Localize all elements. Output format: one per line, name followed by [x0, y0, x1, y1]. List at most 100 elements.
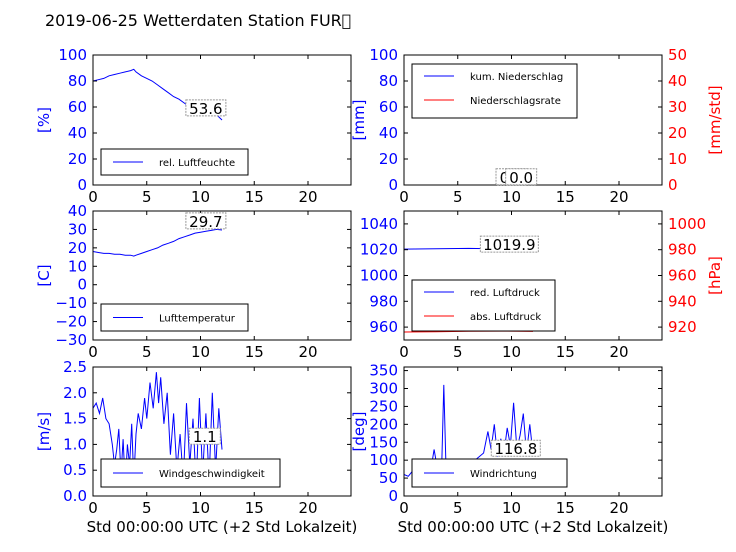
legend-label: kum. Niederschlag — [470, 72, 563, 83]
y-tick-label: 40 — [68, 124, 87, 142]
y-tick-label: 100 — [369, 46, 398, 64]
y-tick-label: −20 — [55, 313, 87, 331]
y-tick-label: 100 — [369, 451, 398, 469]
annotation-box — [185, 99, 227, 117]
annotation-box — [185, 212, 227, 230]
y-tick-label-right: 0 — [668, 176, 678, 194]
x-tick-label: 5 — [453, 188, 463, 206]
x-axis-label-left: Std 00:00:00 UTC (+2 Std Lokalzeit) — [87, 518, 358, 536]
x-tick-label: 5 — [453, 499, 463, 517]
x-tick-label: 10 — [191, 343, 210, 361]
annotation-label: 29.7 — [189, 213, 222, 231]
y-tick-label: 1.0 — [63, 435, 87, 453]
y-tick-label-right: 20 — [668, 124, 687, 142]
y-tick-label: 960 — [369, 318, 398, 336]
x-tick-label: 0 — [399, 343, 409, 361]
y-tick-label: 1000 — [360, 267, 398, 285]
x-tick-label: 15 — [245, 499, 264, 517]
x-tick-label: 5 — [142, 188, 152, 206]
y-tick-label: 20 — [68, 150, 87, 168]
annotation-box — [490, 439, 541, 457]
y-tick-label: 0 — [388, 487, 398, 505]
y-tick-label: 250 — [369, 397, 398, 415]
x-tick-label: 5 — [142, 499, 152, 517]
x-tick-label: 0 — [88, 343, 98, 361]
axes-frame — [403, 366, 663, 497]
y-tick-label-right: 920 — [668, 318, 697, 336]
subplot-4: 0 5 10 15 20 960 980 1000 1020 1040 920 940 960 980 10… — [360, 210, 724, 361]
x-tick-label: 10 — [502, 343, 521, 361]
subplot-5: 0 5 10 15 20 0.0 0.5 1.0 1.5 2.0 2.5 [m/s] 1.1 Windge… — [35, 358, 352, 517]
x-tick-label: 20 — [298, 188, 317, 206]
x-tick-label: 10 — [502, 188, 521, 206]
x-tick-label: 20 — [609, 188, 628, 206]
y-tick-label: 150 — [369, 433, 398, 451]
legend-label: abs. Luftdruck — [470, 312, 541, 323]
y-axis-label: [%] — [35, 107, 53, 133]
annotation-label: 116.8 — [494, 440, 537, 458]
x-tick-label: 20 — [298, 343, 317, 361]
x-tick-label: 10 — [191, 499, 210, 517]
legend-box — [411, 63, 578, 119]
y-tick-label-right: 960 — [668, 267, 697, 285]
x-tick-label: 0 — [88, 188, 98, 206]
legend-box — [100, 148, 249, 176]
x-tick-label: 10 — [191, 188, 210, 206]
y-tick-label: 20 — [379, 150, 398, 168]
y-tick-label: 1.5 — [63, 410, 87, 428]
annotation-label: 0.0 — [509, 169, 533, 187]
y-tick-label: 0 — [77, 176, 87, 194]
axes-frame — [92, 366, 352, 497]
series-line-3-1 — [92, 228, 223, 257]
y-tick-label: 1040 — [360, 215, 398, 233]
y-tick-label: 60 — [68, 98, 87, 116]
y-tick-label-right: 30 — [668, 98, 687, 116]
axes-frame — [92, 210, 352, 341]
y-tick-label: 980 — [369, 292, 398, 310]
legend-label: Niederschlagsrate — [470, 96, 561, 107]
annotation-label: 53.6 — [189, 100, 222, 118]
y-tick-label: 200 — [369, 415, 398, 433]
y-axis-label: [deg] — [350, 412, 368, 452]
y-tick-label: −10 — [55, 294, 87, 312]
x-tick-label: 0 — [88, 499, 98, 517]
x-axis-label-right: Std 00:00:00 UTC (+2 Std Lokalzeit) — [398, 518, 669, 536]
x-tick-label: 20 — [609, 343, 628, 361]
y-tick-label: 2.0 — [63, 384, 87, 402]
legend-label: Windgeschwindigkeit — [159, 469, 265, 480]
y-tick-label: 20 — [68, 239, 87, 257]
x-tick-label: 20 — [298, 499, 317, 517]
x-tick-label: 5 — [453, 343, 463, 361]
x-tick-label: 10 — [502, 499, 521, 517]
chart-title: 2019-06-25 Wetterdaten Station FUR  — [45, 11, 351, 30]
annotation-label: 1019.9 — [483, 236, 536, 254]
y-tick-label-right: 10 — [668, 150, 687, 168]
annotation-label: 1.1 — [193, 428, 217, 446]
y-tick-label-right: 940 — [668, 292, 697, 310]
y-tick-label: 0.0 — [63, 487, 87, 505]
annotation-box — [505, 168, 538, 186]
legend-label: Windrichtung — [470, 469, 537, 480]
subplot-1: 0 5 10 15 20 0 20 40 60 80 100 [%] 53.6 rel. Luftfeuc… — [35, 46, 352, 206]
x-tick-label: 15 — [556, 499, 575, 517]
axes-frame — [92, 54, 352, 186]
y-tick-label: 0 — [388, 176, 398, 194]
legend-label: rel. Luftfeuchte — [159, 158, 235, 169]
y-tick-label: 300 — [369, 380, 398, 398]
y-tick-label: 60 — [379, 98, 398, 116]
legend-label: red. Luftdruck — [470, 288, 540, 299]
y-tick-label: 10 — [68, 257, 87, 275]
x-tick-label: 0 — [399, 188, 409, 206]
y-axis-label-right: [hPa] — [706, 256, 724, 295]
y-tick-label-right: 1000 — [668, 215, 706, 233]
y-tick-label: 30 — [68, 220, 87, 238]
y-axis-label: [mm] — [350, 100, 368, 141]
annotation-box — [188, 427, 221, 445]
y-tick-label: 40 — [379, 124, 398, 142]
y-tick-label: 40 — [68, 202, 87, 220]
subplot-2: 0 5 10 15 20 0 20 40 60 80 100 0 10 20 30 40 50 [mm] [mm/s… — [350, 46, 724, 206]
x-tick-label: 15 — [245, 188, 264, 206]
y-tick-label: 2.5 — [63, 358, 87, 376]
